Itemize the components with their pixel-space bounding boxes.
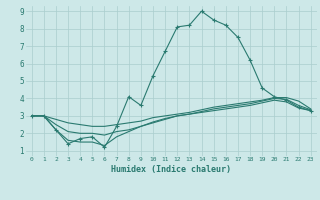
X-axis label: Humidex (Indice chaleur): Humidex (Indice chaleur): [111, 165, 231, 174]
